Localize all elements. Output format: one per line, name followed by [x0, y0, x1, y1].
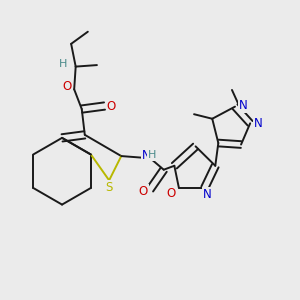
Text: O: O — [106, 100, 116, 112]
Text: O: O — [139, 185, 148, 198]
Text: H: H — [59, 58, 67, 69]
Text: N: N — [142, 149, 151, 162]
Text: N: N — [254, 117, 263, 130]
Text: S: S — [105, 182, 113, 194]
Text: O: O — [167, 187, 176, 200]
Text: N: N — [203, 188, 212, 201]
Text: N: N — [239, 99, 248, 112]
Text: H: H — [148, 150, 157, 160]
Text: O: O — [63, 80, 72, 93]
